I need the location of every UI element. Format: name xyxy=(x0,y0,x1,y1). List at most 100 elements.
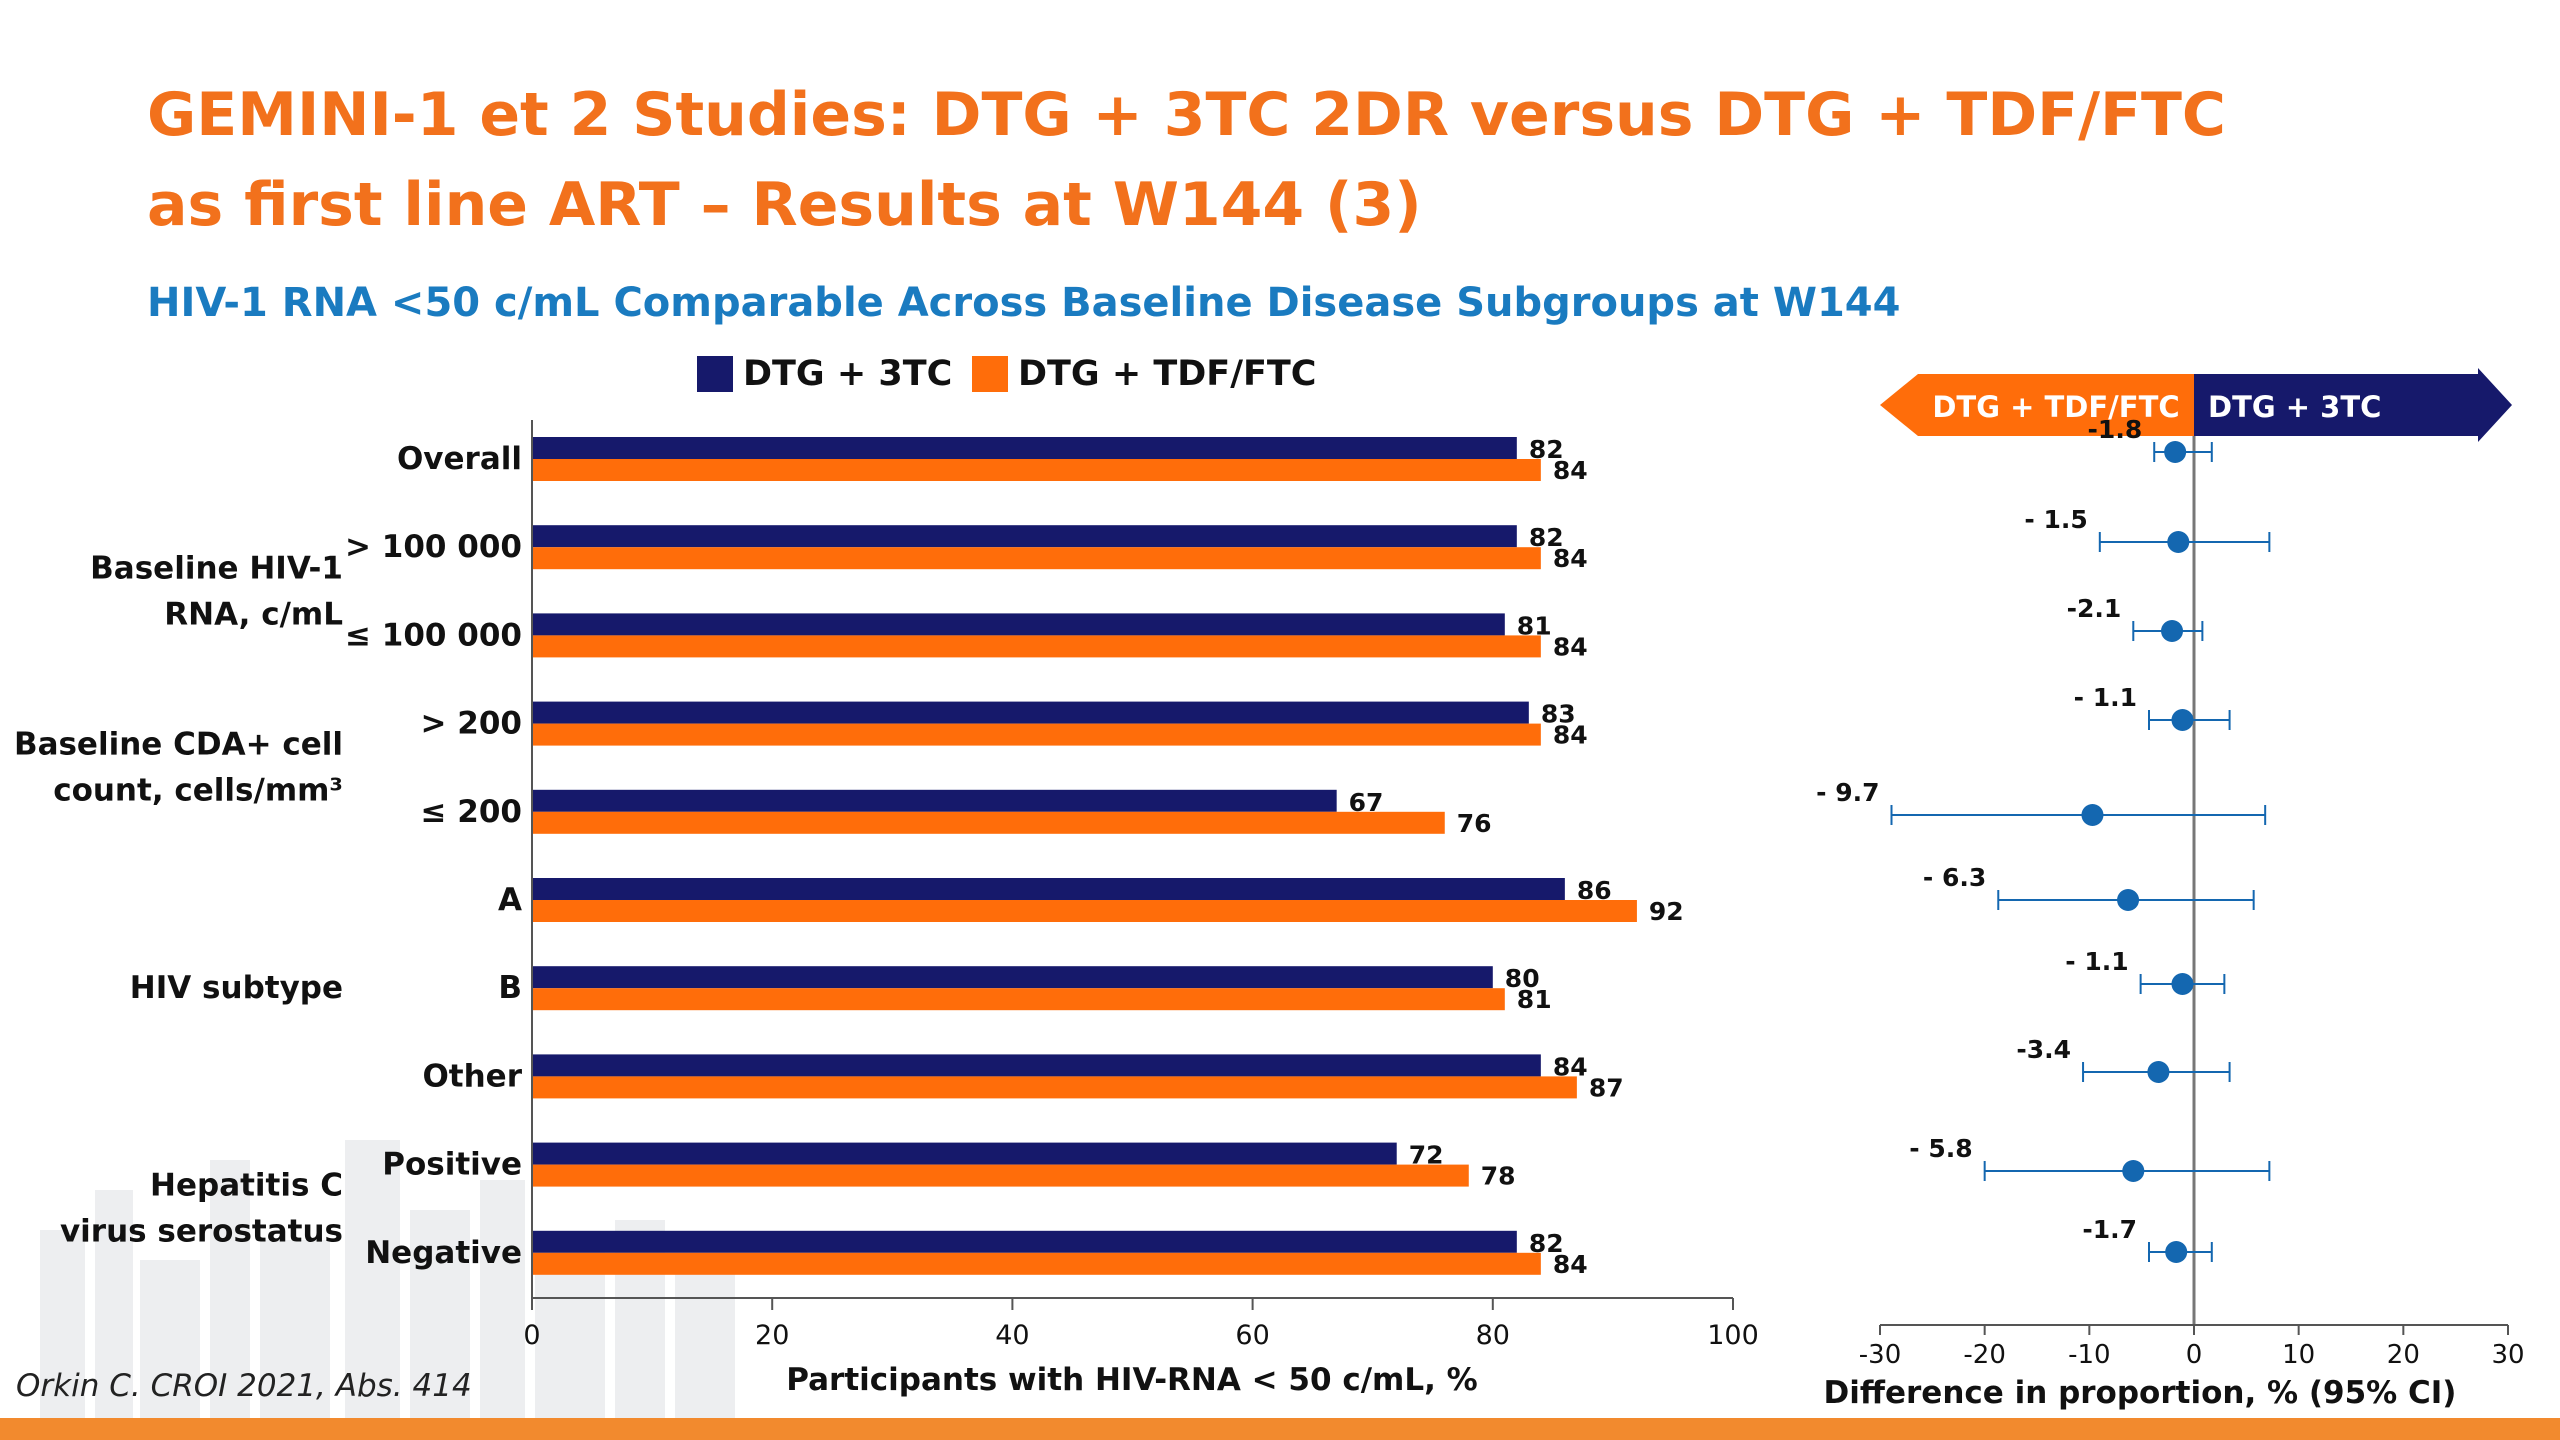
data-label-dtg-3tc: 86 xyxy=(1577,876,1612,905)
data-label-dtg-3tc: 72 xyxy=(1409,1141,1444,1170)
estimate-label: - 5.8 xyxy=(1909,1134,1972,1163)
point-estimate xyxy=(2161,620,2184,642)
group-label: Hepatitis C xyxy=(150,1168,343,1204)
favors-right-arrow xyxy=(2194,368,2512,442)
data-label-dtg-3tc: 82 xyxy=(1529,1229,1564,1258)
bar-dtg-tdf-ftc xyxy=(532,988,1505,1011)
bar-dtg-tdf-ftc xyxy=(532,1076,1577,1099)
estimate-label: - 9.7 xyxy=(1816,778,1879,807)
x-tick-label: 60 xyxy=(1235,1320,1269,1351)
group-label: RNA, c/mL xyxy=(164,596,343,632)
data-label-dtg-tdf-ftc: 78 xyxy=(1481,1162,1516,1191)
bar-dtg-tdf-ftc xyxy=(532,811,1445,834)
data-label-dtg-tdf-ftc: 84 xyxy=(1553,456,1588,485)
legend-label-dtg-tdf-ftc: DTG + TDF/FTC xyxy=(1018,354,1317,394)
bar-dtg-tdf-ftc xyxy=(532,723,1541,746)
forest-x-tick-label: 10 xyxy=(2282,1340,2315,1370)
category-label: Negative xyxy=(365,1235,522,1271)
category-label: > 100 000 xyxy=(345,529,522,565)
forest-x-tick-label: 20 xyxy=(2387,1340,2420,1370)
category-label: ≤ 100 000 xyxy=(345,617,522,653)
legend-swatch-orange xyxy=(972,356,1008,392)
page-title: GEMINI-1 et 2 Studies: DTG + 3TC 2DR ver… xyxy=(147,70,2226,250)
title-line-1: GEMINI-1 et 2 Studies: DTG + 3TC 2DR ver… xyxy=(147,80,2226,150)
group-label: count, cells/mm³ xyxy=(53,773,343,809)
estimate-label: -3.4 xyxy=(2016,1035,2071,1064)
bar-dtg-tdf-ftc xyxy=(532,635,1541,658)
legend-label-dtg-3tc: DTG + 3TC xyxy=(743,354,953,394)
x-tick-label: 20 xyxy=(755,1320,789,1351)
data-label-dtg-tdf-ftc: 84 xyxy=(1553,1250,1588,1279)
data-label-dtg-tdf-ftc: 92 xyxy=(1649,897,1684,926)
point-estimate xyxy=(2122,1160,2145,1182)
estimate-label: - 1.5 xyxy=(2024,505,2087,534)
group-label: Baseline HIV-1 xyxy=(90,550,343,586)
data-label-dtg-3tc: 81 xyxy=(1517,611,1552,640)
estimate-label: -1.7 xyxy=(2082,1215,2137,1244)
bottom-accent-bar xyxy=(0,1418,2560,1440)
category-label: ≤ 200 xyxy=(421,794,522,830)
forest-x-tick-label: 0 xyxy=(2186,1340,2203,1370)
title-line-2: as first line ART – Results at W144 (3) xyxy=(147,170,1422,240)
bar-dtg-3tc xyxy=(532,878,1565,900)
group-label: virus serostatus xyxy=(60,1214,343,1250)
forest-x-tick-label: -10 xyxy=(2068,1340,2110,1370)
bar-dtg-3tc xyxy=(532,701,1529,724)
forest-x-tick-label: -30 xyxy=(1859,1340,1901,1370)
category-label: B xyxy=(498,970,522,1006)
bar-dtg-tdf-ftc xyxy=(532,1252,1541,1275)
bar-dtg-3tc xyxy=(532,1230,1517,1253)
data-label-dtg-3tc: 80 xyxy=(1505,964,1540,993)
point-estimate xyxy=(2147,1061,2170,1083)
group-label: Baseline CDA+ cell xyxy=(14,727,343,763)
data-label-dtg-3tc: 67 xyxy=(1349,788,1384,817)
category-label: Positive xyxy=(382,1147,522,1183)
forest-x-axis-title: Difference in proportion, % (95% CI) xyxy=(1824,1375,2457,1411)
category-label: > 200 xyxy=(421,706,522,742)
estimate-label: -1.8 xyxy=(2088,415,2143,444)
bar-dtg-3tc xyxy=(532,966,1493,989)
bar-dtg-3tc xyxy=(532,437,1517,459)
bar-dtg-3tc xyxy=(532,1142,1397,1165)
x-tick-label: 40 xyxy=(995,1320,1029,1351)
bar-dtg-3tc xyxy=(532,525,1517,548)
x-tick-label: 0 xyxy=(523,1320,540,1351)
forest-x-tick-label: 30 xyxy=(2491,1340,2524,1370)
category-label: Other xyxy=(422,1058,522,1094)
category-label: A xyxy=(498,882,522,918)
bar-dtg-3tc xyxy=(532,1054,1541,1077)
data-label-dtg-3tc: 82 xyxy=(1529,523,1564,552)
data-label-dtg-3tc: 82 xyxy=(1529,435,1564,464)
data-label-dtg-3tc: 83 xyxy=(1541,700,1576,729)
x-tick-label: 100 xyxy=(1707,1320,1759,1351)
point-estimate xyxy=(2081,804,2104,826)
x-tick-label: 80 xyxy=(1476,1320,1510,1351)
legend-item-dtg-tdf-ftc: DTG + TDF/FTC xyxy=(972,354,1316,394)
favors-left-label: DTG + TDF/FTC xyxy=(1932,390,2179,424)
estimate-label: - 1.1 xyxy=(2074,683,2137,712)
category-label: Overall xyxy=(397,441,522,477)
data-label-dtg-tdf-ftc: 84 xyxy=(1553,721,1588,750)
bar-dtg-tdf-ftc xyxy=(532,900,1637,922)
forest-x-tick-label: -20 xyxy=(1963,1340,2005,1370)
point-estimate xyxy=(2171,709,2194,731)
citation: Orkin C. CROI 2021, Abs. 414 xyxy=(16,1368,472,1404)
data-label-dtg-3tc: 84 xyxy=(1553,1052,1588,1081)
legend-swatch-navy xyxy=(697,356,733,392)
page-subtitle: HIV-1 RNA <50 c/mL Comparable Across Bas… xyxy=(147,280,1901,326)
bar-dtg-tdf-ftc xyxy=(532,459,1541,481)
estimate-label: - 6.3 xyxy=(1923,863,1986,892)
favors-right-label: DTG + 3TC xyxy=(2208,390,2381,424)
data-label-dtg-tdf-ftc: 84 xyxy=(1553,544,1588,573)
point-estimate xyxy=(2117,889,2140,911)
data-label-dtg-tdf-ftc: 76 xyxy=(1457,809,1492,838)
data-label-dtg-tdf-ftc: 84 xyxy=(1553,632,1588,661)
data-label-dtg-tdf-ftc: 87 xyxy=(1589,1073,1624,1102)
point-estimate xyxy=(2164,441,2187,463)
bar-dtg-3tc xyxy=(532,789,1337,812)
skyline-background xyxy=(40,1140,735,1420)
data-label-dtg-tdf-ftc: 81 xyxy=(1517,985,1552,1014)
bar-dtg-tdf-ftc xyxy=(532,1164,1469,1187)
